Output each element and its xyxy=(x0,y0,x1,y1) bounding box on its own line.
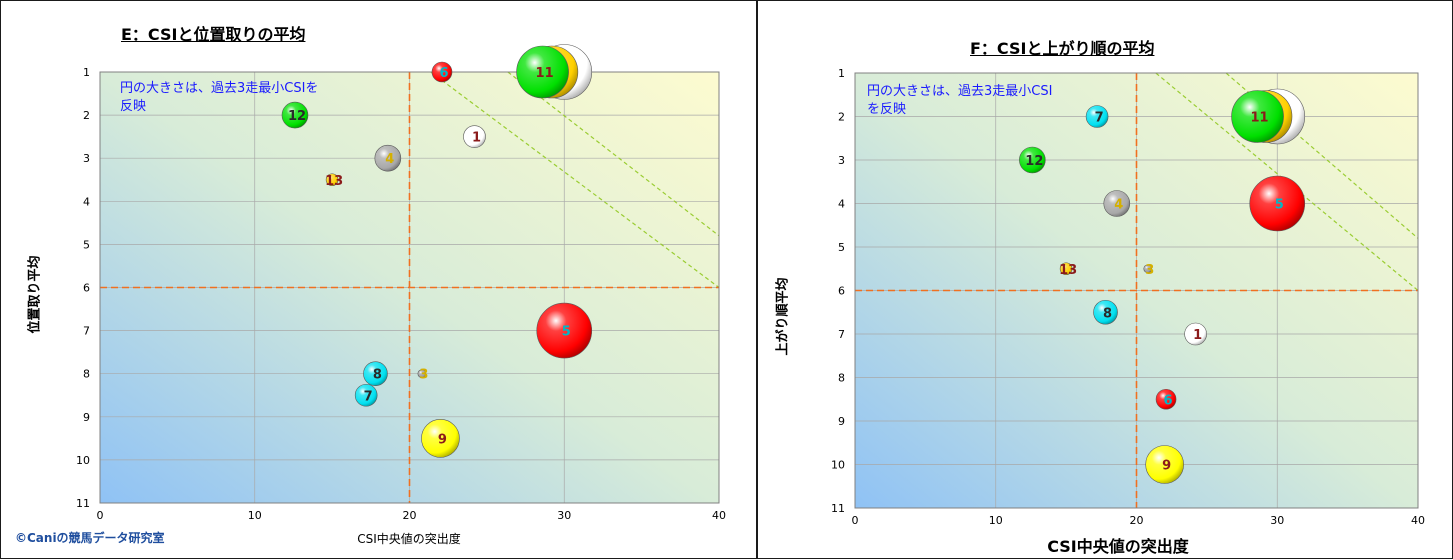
bubble-1 xyxy=(463,125,486,148)
y-tick-label: 5 xyxy=(838,241,845,254)
bubble-label: 6 xyxy=(1164,393,1173,408)
reference-line xyxy=(429,72,719,288)
credit-text: ©Caniの競馬データ研究室 xyxy=(15,531,165,545)
bubble-label: 7 xyxy=(1095,111,1104,126)
bubble-label: 3 xyxy=(419,368,428,383)
bubble-label: 3 xyxy=(1145,263,1154,278)
bubble-label: 9 xyxy=(438,432,447,447)
x-tick-label: 0 xyxy=(97,509,104,522)
bubble-label: 7 xyxy=(364,389,373,404)
y-tick-label: 10 xyxy=(831,459,845,472)
y-tick-label: 8 xyxy=(83,368,90,381)
y-tick-label: 9 xyxy=(83,411,90,424)
x-tick-label: 30 xyxy=(1270,514,1284,527)
bubble-11 xyxy=(1231,90,1284,143)
y-tick-label: 7 xyxy=(838,328,845,341)
bubble-9 xyxy=(421,419,460,458)
plot-area: 0 10 20 30 401234567891011円の大きさは、過去3走最小CSIを反… xyxy=(831,67,1425,527)
y-tick-label: 5 xyxy=(83,238,90,251)
size-note: 円の大きさは、過去3走最小CSIを xyxy=(120,81,318,96)
bubble-13 xyxy=(1059,262,1073,276)
bubble-label: 12 xyxy=(1025,154,1043,169)
bubble-1 xyxy=(1184,322,1207,346)
bubble-7 xyxy=(354,383,378,407)
y-tick-label: 2 xyxy=(83,109,90,122)
bubble-13 xyxy=(325,173,339,187)
y-tick-label: 4 xyxy=(83,195,90,208)
bubble-label: 1 xyxy=(472,131,481,146)
bubble-3 xyxy=(1143,264,1153,274)
y-tick-label: 8 xyxy=(838,372,845,385)
y-tick-label: 1 xyxy=(83,66,90,79)
y-tick-label: 2 xyxy=(838,111,845,124)
bubble-6 xyxy=(1155,388,1177,410)
y-axis-label: 位置取り平均 xyxy=(27,255,43,334)
bubble-8 xyxy=(363,361,388,387)
bubble-5 xyxy=(1249,175,1306,232)
x-tick-label: 40 xyxy=(712,509,726,522)
bubble-label: 4 xyxy=(1114,198,1123,213)
chart-panel-e: E：CSIと位置取りの平均 0 10 20 30 40 1 2 3 4 5 6 7 8 9 10 11 円の大き… xyxy=(0,0,757,559)
plot-border xyxy=(99,71,720,504)
bubble-label: 13 xyxy=(1059,263,1077,278)
bubble-label: 11 xyxy=(536,66,554,81)
chart-panel-f: F：CSIと上がり順の平均 0 10 20 30 40 1 2 3 4 5 6 7 8 9 10 11 円の大き… xyxy=(757,0,1453,559)
y-tick-label: 11 xyxy=(831,502,845,515)
bubble-label: 11 xyxy=(1250,111,1268,126)
bubble-label: 13 xyxy=(325,174,343,189)
size-note: を反映 xyxy=(867,102,906,117)
y-tick-label: 11 xyxy=(76,497,90,510)
y-tick-label: 3 xyxy=(838,154,845,167)
bubble-12 xyxy=(281,101,309,129)
bubble-label: 8 xyxy=(373,368,382,383)
bubble-label: 9 xyxy=(1162,459,1171,474)
x-tick-label: 40 xyxy=(1411,514,1425,527)
y-tick-label: 4 xyxy=(838,198,845,211)
bubble-label: 6 xyxy=(439,66,448,81)
bubble-label: 4 xyxy=(385,152,394,167)
bubble-4 xyxy=(1103,190,1131,217)
chart-title: F：CSIと上がり順の平均 xyxy=(970,39,1155,58)
y-axis-label: 上がり順平均 xyxy=(775,277,791,356)
y-tick-label: 6 xyxy=(838,285,845,298)
plot-border xyxy=(854,72,1419,509)
x-tick-label: 10 xyxy=(248,509,262,522)
bubble-6 xyxy=(431,61,453,83)
bubble-5 xyxy=(536,302,593,359)
y-tick-label: 7 xyxy=(83,325,90,338)
size-note: 円の大きさは、過去3走最小CSI xyxy=(867,84,1052,99)
bubble-12 xyxy=(1019,146,1046,174)
bubble-7 xyxy=(1085,105,1109,128)
x-tick-label: 20 xyxy=(1130,514,1144,527)
bubble-11 xyxy=(516,45,569,99)
size-note: 反映 xyxy=(120,99,146,114)
chart-title: E：CSIと位置取りの平均 xyxy=(121,25,306,44)
bubble-label: 12 xyxy=(288,109,306,124)
bubble-3 xyxy=(417,369,427,379)
bubble-label: 5 xyxy=(562,325,571,340)
bubble-8 xyxy=(1093,299,1118,325)
y-tick-label: 6 xyxy=(83,282,90,295)
y-tick-label: 3 xyxy=(83,152,90,165)
y-tick-label: 9 xyxy=(838,415,845,428)
bubble-9 xyxy=(1145,445,1184,484)
bubble-4 xyxy=(374,144,402,172)
bubble-label: 8 xyxy=(1103,306,1112,321)
x-tick-label: 10 xyxy=(989,514,1003,527)
y-tick-label: 10 xyxy=(76,454,90,467)
bubble-label: 5 xyxy=(1275,198,1284,213)
bubble-label: 1 xyxy=(1193,328,1202,343)
y-tick-label: 1 xyxy=(838,67,845,80)
x-tick-label: 0 xyxy=(852,514,859,527)
reference-line xyxy=(1154,73,1418,291)
x-axis-label: CSI中央値の突出度 xyxy=(1047,537,1189,556)
x-tick-label: 30 xyxy=(557,509,571,522)
x-axis-label: CSI中央値の突出度 xyxy=(357,532,461,546)
x-tick-label: 20 xyxy=(403,509,417,522)
plot-area: 0 10 20 30 401234567891011円の大きさは、過去3走最小CSIを反… xyxy=(76,44,726,522)
